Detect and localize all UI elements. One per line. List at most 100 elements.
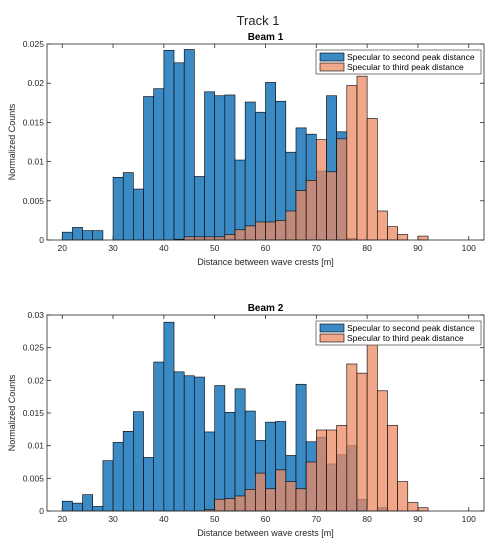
histogram-bar-series-2 (417, 235, 429, 241)
histogram-bar-series-2 (224, 498, 236, 512)
histogram-bar-series-2 (316, 429, 327, 512)
histogram-bar-series-1 (234, 159, 246, 241)
histogram-bar-series-2 (316, 139, 327, 241)
legend-label: Specular to third peak distance (347, 62, 464, 72)
legend: Specular to second peak distanceSpecular… (315, 320, 482, 346)
x-tick-label: 100 (462, 243, 476, 253)
histogram-bar-series-1 (204, 91, 215, 241)
x-tick-label: 30 (108, 243, 118, 253)
histogram-bar-series-1 (61, 500, 73, 512)
histogram-bar-series-1 (92, 506, 104, 512)
y-tick-label: 0.025 (23, 343, 45, 353)
histogram-bar-series-2 (224, 234, 236, 241)
histogram-bar-series-1 (163, 49, 175, 241)
y-tick-label: 0.005 (23, 473, 45, 483)
y-tick-label: 0.02 (27, 78, 44, 88)
x-tick-label: 30 (108, 514, 118, 524)
legend: Specular to second peak distanceSpecular… (315, 49, 482, 75)
figure-title: Track 1 (237, 13, 280, 28)
histogram-bar-series-1 (153, 88, 165, 241)
histogram-bar-series-1 (92, 230, 104, 241)
y-tick-label: 0.015 (23, 117, 45, 127)
histogram-bar-series-2 (417, 507, 429, 512)
histogram-bar-series-2 (234, 495, 246, 512)
x-tick-label: 50 (210, 243, 220, 253)
y-tick-label: 0.025 (23, 39, 45, 49)
histogram-bar-series-2 (295, 190, 307, 241)
x-tick-label: 100 (462, 514, 476, 524)
y-tick-label: 0 (39, 506, 44, 516)
histogram-bar-series-1 (122, 172, 134, 241)
histogram-bar-series-1 (183, 49, 195, 241)
y-tick-label: 0.03 (27, 310, 44, 320)
x-axis-label: Distance between wave crests [m] (197, 257, 334, 267)
histogram-bar-series-1 (194, 376, 205, 512)
histogram-bar-series-2 (387, 226, 398, 241)
histogram-bar-series-2 (397, 481, 409, 512)
histogram-bar-series-1 (82, 494, 94, 512)
legend-label: Specular to second peak distance (347, 323, 475, 333)
legend-swatch (319, 323, 345, 333)
legend-label: Specular to third peak distance (347, 333, 464, 343)
histogram-bar-series-2 (305, 180, 317, 241)
histogram-bar-series-2 (214, 236, 226, 241)
histogram-bar-series-1 (173, 371, 185, 512)
histogram-bar-series-1 (204, 431, 215, 512)
histogram-bar-series-2 (305, 461, 317, 512)
x-tick-label: 80 (362, 514, 372, 524)
histogram-bar-series-1 (194, 176, 205, 241)
histogram-bar-series-1 (72, 227, 83, 241)
x-tick-label: 80 (362, 243, 372, 253)
histogram-bar-series-2 (376, 390, 388, 512)
histogram-bar-series-2 (285, 210, 297, 241)
histogram-bar-series-2 (244, 225, 256, 241)
histogram-bar-series-2 (336, 425, 348, 512)
y-tick-label: 0.01 (27, 157, 44, 167)
histogram-bar-series-1 (72, 502, 83, 512)
histogram-bar-series-1 (122, 430, 134, 512)
chart-panel-beam-1: Beam 1 20 30 40 50 60 70 80 90 100 0 0.005 0.01 0.015… (7, 32, 485, 267)
histogram-bar-series-2 (275, 220, 287, 241)
histogram-bar-series-2 (346, 363, 358, 512)
histogram-bar-series-1 (163, 321, 175, 512)
histogram-bar-series-1 (173, 62, 185, 241)
y-tick-label: 0.015 (23, 408, 45, 418)
histogram-bar-series-2 (255, 472, 266, 512)
histogram-bar-series-2 (255, 221, 266, 241)
histogram-bar-series-1 (112, 442, 124, 512)
histogram-bar-series-2 (366, 118, 378, 241)
histogram-bar-series-1 (265, 82, 276, 241)
x-tick-label: 50 (210, 514, 220, 524)
histogram-bar-series-2 (204, 236, 215, 241)
x-tick-label: 90 (413, 514, 423, 524)
histogram-bar-series-1 (82, 230, 94, 241)
histogram-bar-series-1 (244, 101, 256, 241)
histogram-bar-series-2 (326, 429, 337, 512)
histogram-bar-series-2 (183, 236, 195, 241)
x-tick-label: 40 (159, 243, 169, 253)
histogram-bar-series-2 (285, 481, 297, 512)
x-tick-label: 70 (312, 514, 322, 524)
histogram-bar-series-2 (387, 425, 398, 512)
histogram-bar-series-2 (275, 469, 287, 512)
histogram-bar-series-2 (356, 372, 368, 512)
histogram-bar-series-2 (346, 85, 358, 241)
x-tick-label: 20 (58, 514, 68, 524)
x-axis-label: Distance between wave crests [m] (197, 528, 334, 538)
histogram-bar-series-2 (265, 488, 276, 512)
histogram-bar-series-2 (366, 332, 378, 512)
x-tick-label: 70 (312, 243, 322, 253)
y-tick-label: 0.01 (27, 441, 44, 451)
chart-subtitle: Beam 1 (248, 32, 284, 43)
histogram-bar-series-1 (61, 231, 73, 241)
legend-swatch (319, 52, 345, 62)
legend-label: Specular to second peak distance (347, 52, 475, 62)
x-tick-label: 20 (58, 243, 68, 253)
histogram-bar-series-2 (234, 229, 246, 241)
histogram-bar-series-2 (356, 75, 368, 241)
y-axis-label: Normalized Counts (7, 103, 17, 180)
histogram-bar-series-1 (224, 412, 236, 512)
y-tick-label: 0.005 (23, 196, 45, 206)
histogram-bar-series-2 (265, 221, 276, 241)
